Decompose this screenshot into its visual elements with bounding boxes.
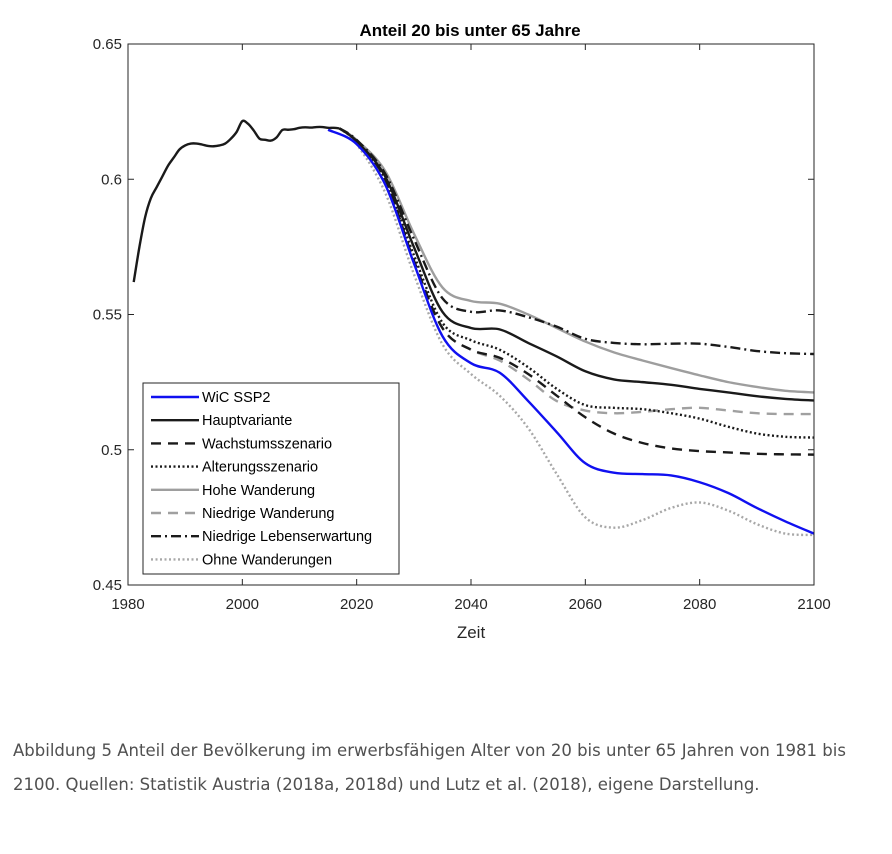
y-tick-label: 0.6 — [101, 171, 122, 188]
legend-label-hohe-wanderung: Hohe Wanderung — [202, 483, 315, 499]
y-tick-label: 0.45 — [93, 577, 122, 594]
legend: WiC SSP2 Hauptvariante Wachstumsszenario Al… — [142, 382, 400, 575]
legend-label-niedrige-wanderung: Niedrige Wanderung — [202, 506, 334, 522]
series-line-wic-ssp2 — [327, 128, 815, 535]
chart-title: Anteil 20 bis unter 65 Jahre — [359, 21, 580, 40]
plot-area — [132, 119, 815, 537]
series-line-ohne-wanderungen — [338, 127, 815, 537]
x-axis: 1980 2000 2020 2040 2060 2080 2100 — [111, 44, 831, 613]
x-tick-label: 2000 — [226, 596, 259, 613]
x-tick-label: 2060 — [569, 596, 602, 613]
x-tick-label: 2080 — [683, 596, 716, 613]
x-tick-label: 1980 — [111, 596, 144, 613]
series-line-hauptvariante — [338, 127, 815, 402]
x-axis-label: Zeit — [457, 623, 486, 642]
legend-box — [142, 382, 400, 575]
figure-caption: Abbildung 5 Anteil der Bevölkerung im er… — [13, 741, 846, 794]
legend-label-ohne-wanderungen: Ohne Wanderungen — [202, 552, 332, 568]
x-tick-label: 2040 — [454, 596, 487, 613]
series-line-hohe-wanderung — [338, 127, 815, 394]
legend-label-niedrige-lebenserwartung: Niedrige Lebenserwartung — [202, 529, 372, 545]
legend-label-hauptvariante: Hauptvariante — [202, 413, 292, 429]
series-line-niedrige-wanderung — [338, 127, 815, 416]
x-tick-label: 2020 — [340, 596, 373, 613]
y-tick-label: 0.5 — [101, 442, 122, 459]
y-tick-label: 0.55 — [93, 307, 122, 324]
legend-label-alterungsszenario: Alterungsszenario — [202, 460, 318, 476]
series-line-alterungsszenario — [338, 127, 815, 439]
x-tick-label: 2100 — [797, 596, 830, 613]
y-tick-label: 0.65 — [93, 36, 122, 53]
series-line-history — [132, 119, 340, 283]
legend-label-wic-ssp2: WiC SSP2 — [202, 390, 271, 406]
series-line-niedrige-lebenserwartung — [338, 127, 815, 356]
y-axis: 0.45 0.5 0.55 0.6 0.65 — [93, 36, 814, 594]
series-line-wachstumsszenario — [338, 127, 815, 456]
chart: Anteil 20 bis unter 65 Jahre 1980 2000 202… — [93, 21, 831, 642]
legend-label-wachstumsszenario: Wachstumsszenario — [202, 436, 332, 452]
